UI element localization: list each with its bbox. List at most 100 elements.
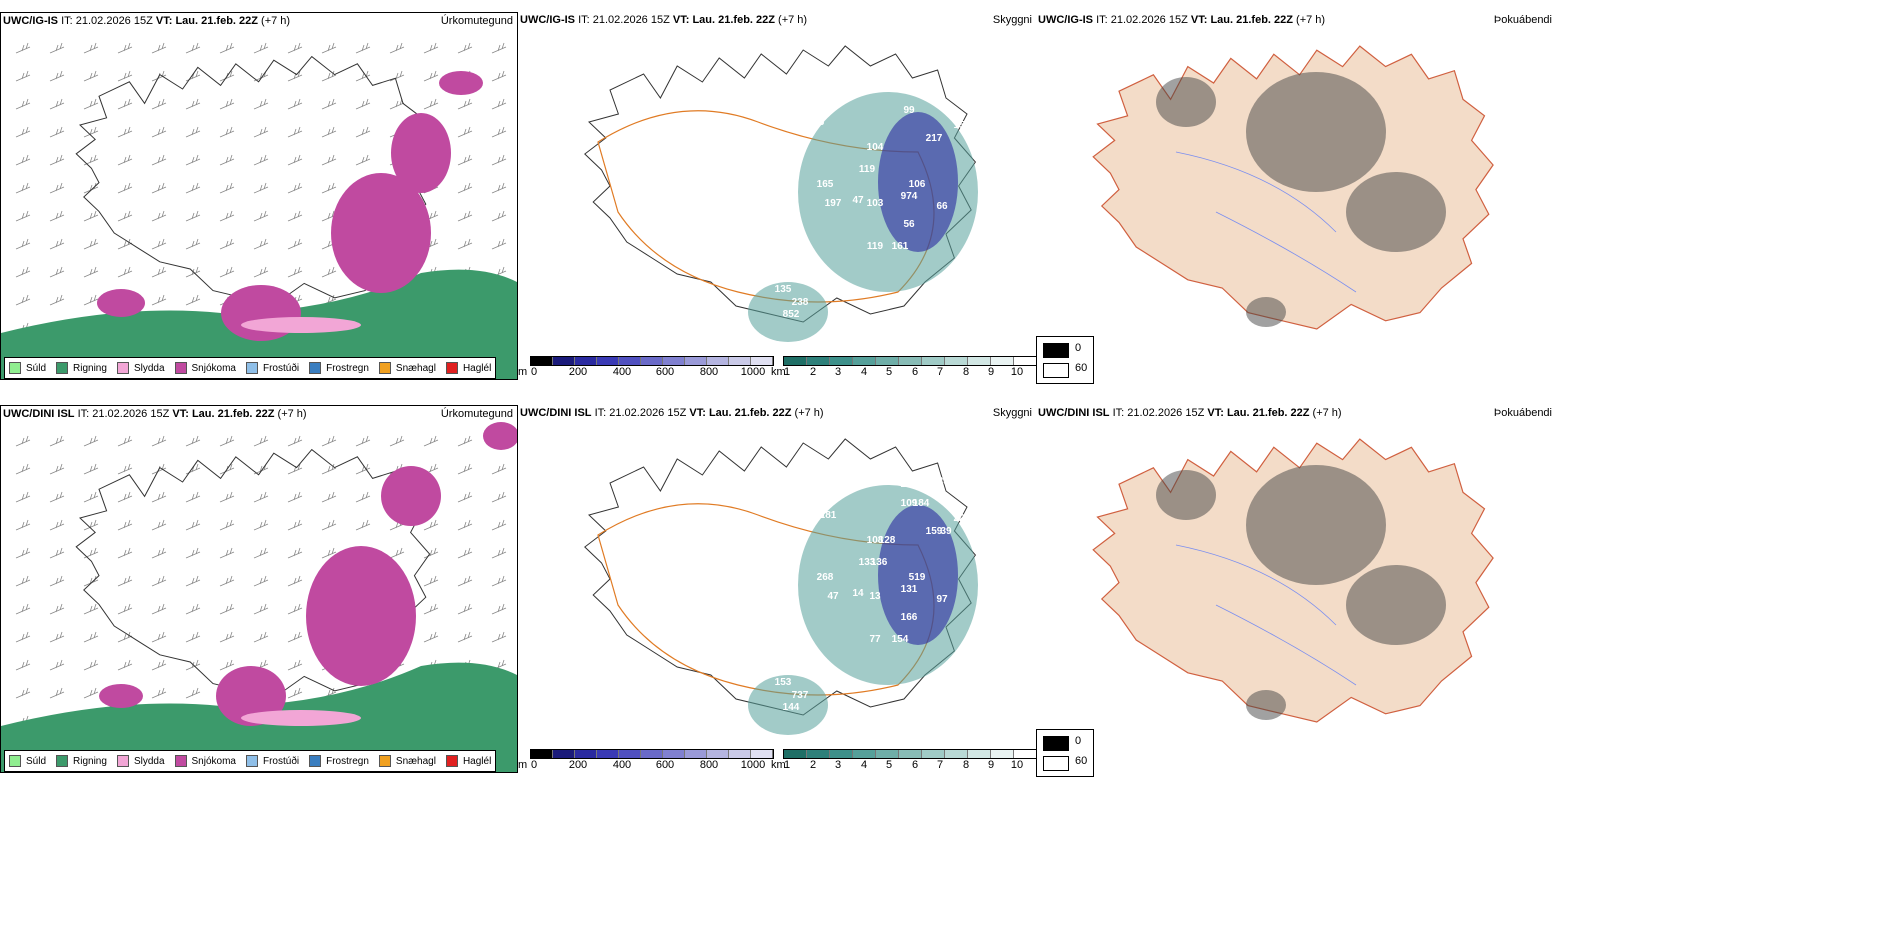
cloudbase-label: 13 (869, 591, 881, 602)
fog-area (1246, 690, 1286, 720)
colorbar-box (968, 357, 991, 365)
fog-area (1346, 565, 1446, 645)
legend-swatch (9, 362, 21, 374)
panel-title: UWC/IG-IS IT: 21.02.2026 15Z VT: Lau. 21… (3, 15, 291, 27)
panel-name: Skyggni (992, 14, 1032, 26)
cloudbase-label: 99 (987, 504, 999, 515)
colorbar-tick: 6 (911, 366, 919, 378)
colorbar-box (945, 357, 968, 365)
legend-swatch (378, 362, 391, 374)
colorbar-box (663, 357, 685, 365)
colorbar-box (968, 750, 991, 758)
cloudbase-label: 106 (909, 179, 926, 190)
colorbar-box (922, 750, 945, 758)
cloudbase-label: 14 (852, 588, 864, 599)
cloudbase-label: 135 (775, 284, 792, 295)
cloudbase-label: 236 (926, 476, 943, 487)
precip-panel-bottom: UWC/DINI ISL IT: 21.02.2026 15Z VT: Lau.… (0, 405, 518, 773)
ceiling-panel-top: UWC/IG-IS IT: 21.02.2026 15Z VT: Lau. 21… (518, 12, 1036, 380)
ceiling-panel-bottom: UWC/DINI ISL IT: 21.02.2026 15Z VT: Lau.… (518, 405, 1036, 773)
precip-panel-top: UWC/IG-IS IT: 21.02.2026 15Z VT: Lau. 21… (0, 12, 518, 380)
legend-label: Frostregn (326, 755, 369, 767)
precip-legend: Súld Rigning Slydda Snjókoma Frostúði Frostre… (4, 357, 497, 379)
legend-item: Slydda (116, 362, 165, 374)
fog-map (1092, 45, 1494, 330)
legend-item: Snæhagl (378, 755, 436, 767)
snow-area (439, 71, 483, 95)
colorbar-box (707, 750, 729, 758)
snow-area (216, 666, 286, 726)
cloudbase-label: 47 (852, 195, 864, 206)
panel-name: Úrkomutegund (440, 15, 513, 27)
panel-name: Þokuábendi (1493, 407, 1552, 419)
colorbar-unit: km (771, 366, 786, 378)
visibility-area (748, 675, 828, 735)
visibility-colorbar: km 1 2 3 4 5 6 7 8 9 10 (771, 356, 1038, 380)
colorbar-box (729, 357, 751, 365)
colorbar-tick: 4 (860, 759, 868, 771)
snow-area (381, 466, 441, 526)
legend-item: Snjókoma (174, 362, 236, 374)
cloudbase-label: 104 (867, 142, 884, 153)
legend-label: Snjókoma (191, 755, 236, 767)
fog-key-high-swatch (1043, 736, 1069, 751)
fog-area (1246, 297, 1286, 327)
cloudbase-label: 232 (938, 476, 955, 487)
precip-map (1, 42, 517, 379)
precip-legend: Súld Rigning Slydda Snjókoma Frostúði Frostre… (4, 750, 497, 772)
legend-label: Frostregn (326, 362, 369, 374)
cloudbase-label: 10 (962, 92, 974, 103)
cloudbase-label: 159 (926, 526, 943, 537)
cloudbase-label: 97 (936, 594, 948, 605)
sleet-area (241, 710, 361, 726)
cloudbase-label: 136 (871, 557, 888, 568)
cloudbase-label: 258 (997, 504, 1014, 515)
cloudbase-label: 281 (901, 479, 918, 490)
legend-item: Slydda (116, 755, 165, 767)
colorbar-tick: 3 (834, 366, 842, 378)
legend-swatch (245, 755, 258, 767)
colorbar-tick: 0 (530, 759, 538, 771)
colorbar-tick: 5 (885, 366, 893, 378)
colorbar-box (991, 750, 1014, 758)
colorbar-tick: 8 (962, 759, 970, 771)
cloudbase-label: 185 (963, 513, 980, 524)
precip-map (1, 422, 517, 772)
colorbar-box (784, 357, 807, 365)
panel-name: Þokuábendi (1493, 14, 1552, 26)
colorbar-box (945, 750, 968, 758)
colorbar-tick: 200 (568, 759, 588, 771)
cloudbase-label: 128 (879, 535, 896, 546)
cloudbase-label: 519 (909, 572, 926, 583)
cloudbase-label: 974 (901, 191, 918, 202)
colorbar-boxes (530, 356, 774, 366)
cloudbase-label: 39 (940, 526, 952, 537)
colorbar-box (531, 357, 553, 365)
cloudbase-label: 161 (892, 241, 909, 252)
legend-swatch (378, 755, 391, 767)
colorbar-box (597, 357, 619, 365)
colorbar-tick: 200 (568, 366, 588, 378)
snow-area (97, 289, 145, 317)
panel-name: Úrkomutegund (440, 408, 513, 420)
cloudbase-label: 106 (808, 117, 825, 128)
legend-label: Haglél (462, 755, 492, 767)
cloudbase-label: 66 (936, 201, 948, 212)
colorbar-tick: 600 (655, 759, 675, 771)
snow-area (331, 173, 431, 293)
cloudbase-label: 131 (976, 519, 993, 530)
legend-swatch (56, 755, 69, 767)
colorbar-box (751, 357, 773, 365)
colorbar-box (597, 750, 619, 758)
panel-title: UWC/DINI ISL IT: 21.02.2026 15Z VT: Lau.… (520, 407, 824, 419)
colorbar-tick: 9 (987, 366, 995, 378)
colorbar-tick: 1000 (740, 366, 766, 378)
cloudbase-label: 22 (953, 513, 965, 524)
rivers (1175, 544, 1357, 686)
colorbar-box (575, 357, 597, 365)
colorbar-tick: 10 (1010, 759, 1024, 771)
cloudbase-label: 197 (825, 198, 842, 209)
rivers (1175, 151, 1357, 293)
cloudbase-label: 77 (869, 634, 881, 645)
legend-item: Rigning (56, 755, 107, 767)
